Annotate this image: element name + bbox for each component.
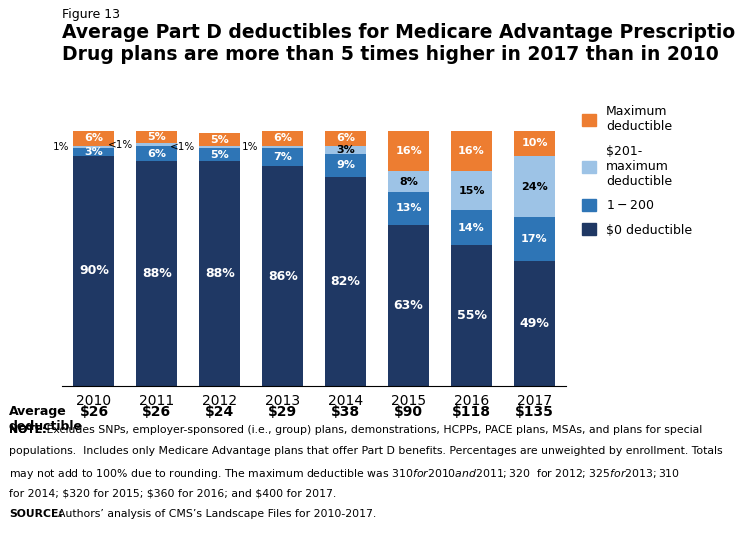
Text: 14%: 14% — [458, 223, 485, 233]
Text: $26: $26 — [79, 405, 109, 419]
Text: <1%: <1% — [171, 142, 196, 152]
Bar — [137, 161, 177, 386]
Bar — [137, 131, 177, 143]
Text: 5%: 5% — [210, 150, 229, 160]
Bar — [74, 131, 115, 146]
Bar — [199, 161, 240, 386]
Text: $118: $118 — [452, 405, 491, 419]
Text: may not add to 100% due to rounding. The maximum deductible was $310 for 2010 an: may not add to 100% due to rounding. The… — [9, 467, 680, 481]
Text: $29: $29 — [268, 405, 298, 419]
Text: 6%: 6% — [336, 133, 355, 143]
Text: 15%: 15% — [459, 186, 485, 196]
Text: Excludes SNPs, employer-sponsored (i.e., group) plans, demonstrations, HCPPs, PA: Excludes SNPs, employer-sponsored (i.e.,… — [43, 425, 702, 435]
Text: 55%: 55% — [456, 309, 487, 322]
Bar — [514, 131, 555, 156]
Text: 8%: 8% — [399, 177, 418, 187]
Text: $26: $26 — [143, 405, 171, 419]
Bar — [325, 154, 366, 176]
Bar — [262, 148, 304, 166]
Bar — [388, 192, 429, 225]
Bar — [199, 146, 240, 148]
Bar — [262, 166, 304, 386]
Text: 3%: 3% — [337, 145, 355, 155]
Bar — [514, 156, 555, 217]
Text: $38: $38 — [331, 405, 360, 419]
Text: 10%: 10% — [521, 138, 548, 148]
Bar — [388, 131, 429, 171]
Text: 16%: 16% — [458, 146, 485, 156]
Text: 63%: 63% — [394, 299, 423, 312]
Text: $90: $90 — [394, 405, 423, 419]
Text: 13%: 13% — [395, 203, 422, 213]
Text: NOTE:: NOTE: — [9, 425, 46, 435]
Text: 1%: 1% — [53, 142, 70, 152]
Text: 82%: 82% — [331, 274, 361, 288]
Text: $24: $24 — [205, 405, 234, 419]
Text: 49%: 49% — [520, 317, 550, 329]
Bar — [451, 245, 492, 386]
Bar — [388, 171, 429, 192]
Text: 86%: 86% — [268, 269, 298, 283]
Text: Average Part D deductibles for Medicare Advantage Prescription: Average Part D deductibles for Medicare … — [62, 23, 735, 42]
Bar — [325, 131, 366, 146]
Text: 88%: 88% — [142, 267, 172, 280]
Text: 24%: 24% — [521, 182, 548, 192]
Text: 9%: 9% — [336, 160, 355, 170]
Text: 5%: 5% — [148, 132, 166, 142]
Bar — [514, 261, 555, 386]
Bar — [451, 210, 492, 245]
Text: 88%: 88% — [205, 267, 234, 280]
Bar — [199, 133, 240, 146]
Text: NOTE:: NOTE: — [9, 425, 46, 435]
Text: 3%: 3% — [85, 147, 104, 157]
Text: SOURCE:: SOURCE: — [9, 509, 62, 519]
Bar — [325, 146, 366, 154]
Text: Figure 13: Figure 13 — [62, 8, 121, 21]
Bar — [262, 131, 304, 146]
Text: Average
deductible: Average deductible — [9, 405, 83, 433]
Bar — [137, 143, 177, 146]
Text: 5%: 5% — [210, 134, 229, 144]
Bar — [74, 146, 115, 148]
Bar — [388, 225, 429, 386]
Bar — [262, 146, 304, 148]
Bar — [137, 146, 177, 161]
Bar — [451, 171, 492, 210]
Text: 6%: 6% — [85, 133, 104, 143]
Text: <1%: <1% — [107, 139, 132, 150]
Text: 6%: 6% — [273, 133, 293, 143]
Legend: Maximum
deductible, $201-
maximum
deductible, $1-$200, $0 deductible: Maximum deductible, $201- maximum deduct… — [582, 105, 692, 237]
Text: 16%: 16% — [395, 146, 422, 156]
Bar — [74, 156, 115, 386]
Text: 17%: 17% — [521, 234, 548, 244]
Bar — [199, 148, 240, 161]
Text: Drug plans are more than 5 times higher in 2017 than in 2010: Drug plans are more than 5 times higher … — [62, 45, 720, 64]
Text: 90%: 90% — [79, 264, 109, 277]
Bar — [451, 131, 492, 171]
Bar — [74, 148, 115, 156]
Text: 1%: 1% — [242, 142, 259, 152]
Text: Authors’ analysis of CMS’s Landscape Files for 2010-2017.: Authors’ analysis of CMS’s Landscape Fil… — [51, 509, 377, 519]
Text: 6%: 6% — [148, 149, 166, 159]
Bar — [325, 176, 366, 386]
Text: 7%: 7% — [273, 153, 293, 163]
Text: $135: $135 — [515, 405, 554, 419]
Bar — [514, 217, 555, 261]
Text: populations.  Includes only Medicare Advantage plans that offer Part D benefits.: populations. Includes only Medicare Adva… — [9, 446, 723, 456]
Text: for 2014; $320 for 2015; $360 for 2016; and $400 for 2017.: for 2014; $320 for 2015; $360 for 2016; … — [9, 488, 336, 498]
